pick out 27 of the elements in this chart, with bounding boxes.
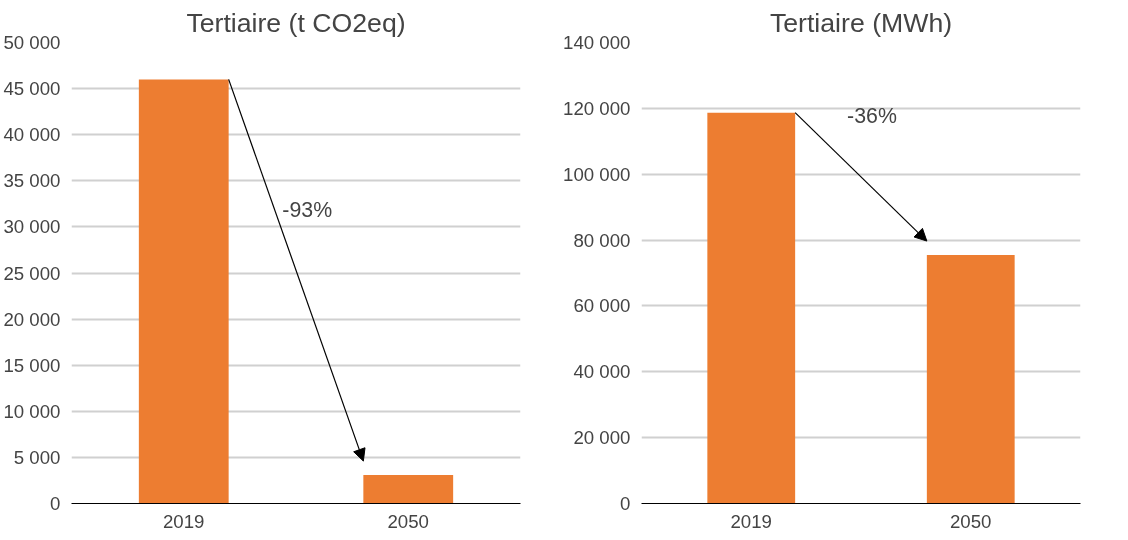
y-tick-label: 5 000 <box>13 446 61 468</box>
y-tick-label: 25 000 <box>3 262 61 284</box>
x-tick-label: 2050 <box>387 510 430 532</box>
x-tick-label: 2050 <box>950 510 992 532</box>
y-tick-label: 0 <box>620 493 631 514</box>
y-tick-label: 100 000 <box>563 163 631 185</box>
y-tick-label: 40 000 <box>573 361 631 383</box>
chart-title: Tertiaire (t CO2eq) <box>186 7 406 38</box>
annotation: -36% <box>847 104 897 129</box>
chart-title: Tertiaire (MWh) <box>769 7 953 38</box>
x-tick-label: 2019 <box>163 510 205 532</box>
x-tick-label: 2019 <box>730 510 773 532</box>
y-tick-label: 10 000 <box>3 400 61 422</box>
y-tick-label: 0 <box>50 493 61 514</box>
y-tick-label: 40 000 <box>3 124 61 146</box>
y-tick-label: 30 000 <box>3 216 61 238</box>
y-tick-label: 45 000 <box>3 78 61 100</box>
y-tick-label: 50 000 <box>3 32 61 53</box>
y-tick-label: 35 000 <box>3 170 61 192</box>
annotation: -93% <box>282 197 333 222</box>
y-tick-label: 80 000 <box>573 229 631 251</box>
y-tick-label: 140 000 <box>563 32 631 53</box>
y-tick-label: 60 000 <box>573 295 631 317</box>
y-tick-label: 15 000 <box>3 354 61 376</box>
y-tick-label: 20 000 <box>3 308 61 330</box>
y-tick-label: 120 000 <box>563 97 631 119</box>
y-tick-label: 20 000 <box>573 427 631 449</box>
